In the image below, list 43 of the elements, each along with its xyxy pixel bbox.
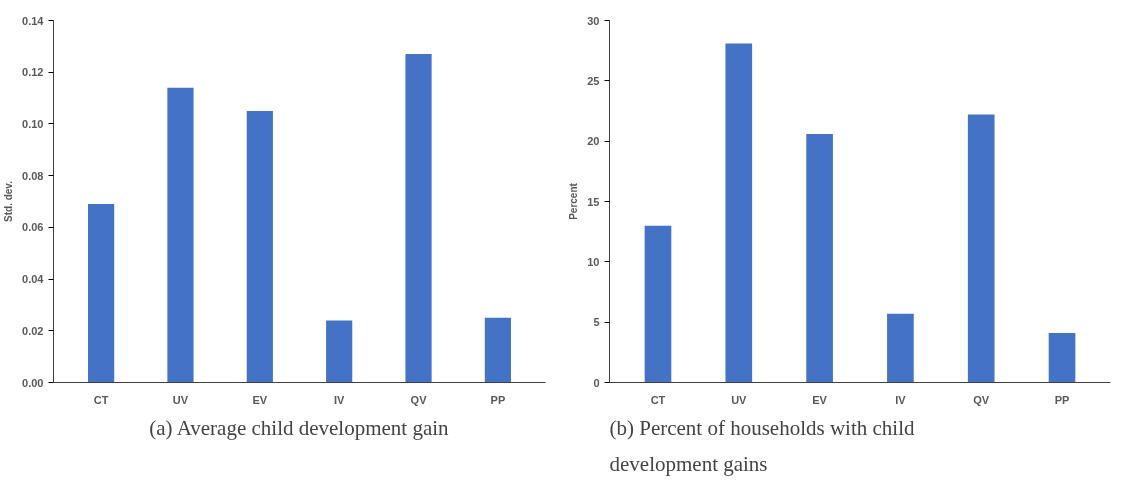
y-tick-label: 25 — [587, 74, 600, 87]
x-tick-label: UV — [172, 393, 189, 406]
y-tick-label: 0.02 — [22, 324, 44, 337]
x-tick-label: CT — [93, 393, 109, 406]
bar — [484, 317, 511, 383]
y-axis-title: Percent — [568, 182, 580, 220]
bar — [167, 87, 194, 383]
x-tick-label: UV — [731, 393, 748, 406]
y-tick-label: 0.12 — [22, 66, 44, 79]
text: (b) Percent of households with child development gains — [609, 415, 916, 476]
y-tick-label: 0.10 — [22, 117, 44, 130]
y-tick-label: 30 — [587, 14, 600, 27]
y-tick-label: 0 — [593, 376, 600, 389]
y-tick-label: 15 — [587, 195, 600, 208]
y-tick-label: 0.14 — [22, 14, 45, 27]
bar — [644, 225, 672, 383]
x-tick-label: QV — [410, 393, 428, 406]
text: (a) Average child development gain — [149, 415, 450, 440]
bar — [405, 54, 432, 383]
bar — [246, 111, 273, 383]
y-tick-label: 0.04 — [22, 273, 45, 286]
y-tick-label: 10 — [587, 255, 600, 268]
bar — [725, 43, 753, 383]
bar — [967, 114, 995, 383]
bar — [1048, 333, 1076, 383]
y-tick-label: 0.00 — [22, 376, 44, 389]
bar — [887, 313, 914, 383]
bar — [326, 320, 353, 383]
x-tick-label: PP — [490, 393, 506, 406]
x-tick-label: CT — [650, 393, 666, 406]
y-tick-label: 0.06 — [22, 221, 44, 234]
bar — [806, 133, 833, 383]
x-tick-label: IV — [895, 393, 907, 406]
bar — [88, 204, 115, 383]
x-tick-label: QV — [973, 393, 990, 406]
y-tick-label: 0.08 — [22, 169, 44, 182]
x-tick-label: PP — [1054, 393, 1070, 406]
x-tick-label: IV — [333, 393, 346, 406]
x-tick-label: EV — [812, 393, 828, 406]
x-tick-label: EV — [252, 393, 268, 406]
y-axis-title: Std. dev. — [3, 180, 15, 222]
y-tick-label: 20 — [587, 135, 600, 148]
y-tick-label: 5 — [593, 316, 600, 329]
